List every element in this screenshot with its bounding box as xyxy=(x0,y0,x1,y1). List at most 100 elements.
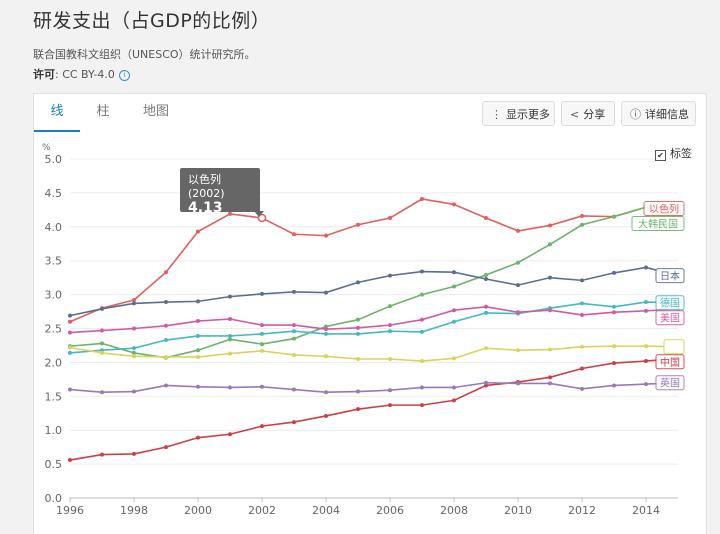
data-point xyxy=(228,317,232,322)
labels-toggle-label: 标签 xyxy=(670,147,692,160)
end-label-box xyxy=(631,215,685,231)
data-point xyxy=(356,222,360,227)
end-label-box xyxy=(663,339,685,355)
data-point xyxy=(420,359,424,364)
data-point xyxy=(612,361,616,366)
x-tick-label: 2004 xyxy=(312,504,340,517)
x-tick-label: 2000 xyxy=(184,504,212,517)
data-point xyxy=(388,329,392,334)
y-tick-label: 3.5 xyxy=(45,255,63,268)
more-vertical-icon: ⋮ xyxy=(491,108,502,121)
x-tick-label: 2002 xyxy=(248,504,276,517)
series-line xyxy=(69,198,679,323)
details-button[interactable]: ⓘ 详细信息 xyxy=(621,101,696,126)
y-tick-label: 2.5 xyxy=(45,323,63,336)
data-point xyxy=(452,284,456,289)
data-point xyxy=(452,356,456,361)
data-point xyxy=(644,359,648,364)
data-point xyxy=(548,275,552,280)
data-point xyxy=(164,300,168,305)
y-tick-label: 2.0 xyxy=(45,356,63,369)
data-point xyxy=(420,292,424,297)
data-point xyxy=(612,270,616,275)
share-icon: < xyxy=(570,108,580,121)
data-source[interactable]: 联合国教科文组织（UNESCO）统计研究所。 xyxy=(33,48,256,61)
data-point xyxy=(228,351,232,356)
data-point xyxy=(388,388,392,393)
data-point xyxy=(228,333,232,338)
y-unit-label: % xyxy=(42,143,51,153)
data-point xyxy=(356,317,360,322)
share-button[interactable]: < 分享 xyxy=(561,101,615,126)
data-point xyxy=(260,348,264,353)
data-point xyxy=(356,357,360,362)
series-line xyxy=(69,301,679,354)
data-point xyxy=(164,270,168,275)
data-point xyxy=(196,319,200,324)
details-label: 详细信息 xyxy=(645,108,689,121)
data-point xyxy=(420,317,424,322)
y-tick-label: 0.5 xyxy=(45,458,63,471)
data-point xyxy=(228,385,232,390)
data-point xyxy=(484,304,488,309)
end-label-box xyxy=(655,375,685,391)
data-point xyxy=(516,283,520,288)
x-tick-label: 2012 xyxy=(568,504,596,517)
end-label: 德国 xyxy=(660,297,680,310)
data-point xyxy=(356,280,360,285)
data-point xyxy=(68,319,72,324)
end-label-box xyxy=(655,310,685,326)
y-tick-label: 4.5 xyxy=(45,187,63,200)
data-point xyxy=(452,202,456,207)
data-point xyxy=(484,272,488,277)
data-point xyxy=(292,352,296,357)
x-tick-label: 1998 xyxy=(120,504,148,517)
end-label-box xyxy=(643,200,685,216)
data-point xyxy=(612,214,616,219)
data-point xyxy=(292,420,296,425)
data-point xyxy=(388,323,392,328)
data-point xyxy=(548,347,552,352)
info-icon[interactable]: i xyxy=(118,70,130,81)
y-tick-label: 5.0 xyxy=(45,153,63,166)
data-point xyxy=(100,341,104,346)
data-point xyxy=(612,304,616,309)
data-point xyxy=(68,458,72,463)
show-more-label: 显示更多 xyxy=(506,108,550,121)
tooltip-arrow xyxy=(254,211,264,217)
data-point xyxy=(132,301,136,306)
tooltip: 以色列 (2002) 4.13 xyxy=(180,168,260,216)
license-value[interactable]: : CC BY-4.0 xyxy=(55,68,115,81)
tooltip-series: 以色列 (2002) xyxy=(188,173,225,200)
tab-map[interactable]: 地图 xyxy=(142,104,169,119)
tooltip-value: 4.13 xyxy=(188,200,223,216)
data-point xyxy=(484,310,488,315)
tab-line[interactable]: 线 xyxy=(34,94,80,132)
data-point xyxy=(612,310,616,315)
data-point xyxy=(484,346,488,351)
tab-bar[interactable]: 柱 xyxy=(96,104,110,119)
data-point xyxy=(228,211,232,216)
data-point xyxy=(644,300,648,305)
data-point xyxy=(452,385,456,390)
data-point xyxy=(324,390,328,395)
info-icon: ⓘ xyxy=(630,108,641,121)
data-point xyxy=(228,337,232,342)
x-tick-label: 1996 xyxy=(56,504,84,517)
data-point xyxy=(68,345,72,350)
labels-toggle[interactable]: ✔ 标签 xyxy=(655,145,692,161)
data-point xyxy=(548,381,552,386)
data-point xyxy=(132,354,136,359)
data-point xyxy=(644,265,648,270)
data-point xyxy=(260,424,264,429)
series-line xyxy=(69,381,679,394)
y-tick-label: 1.0 xyxy=(45,424,63,437)
data-point xyxy=(132,451,136,456)
data-point xyxy=(164,323,168,328)
data-point xyxy=(260,323,264,328)
data-point xyxy=(420,385,424,390)
show-more-button[interactable]: ⋮ 显示更多 xyxy=(482,101,555,126)
data-point xyxy=(260,384,264,389)
end-label-box xyxy=(655,354,685,370)
checkbox-icon[interactable]: ✔ xyxy=(655,150,666,161)
